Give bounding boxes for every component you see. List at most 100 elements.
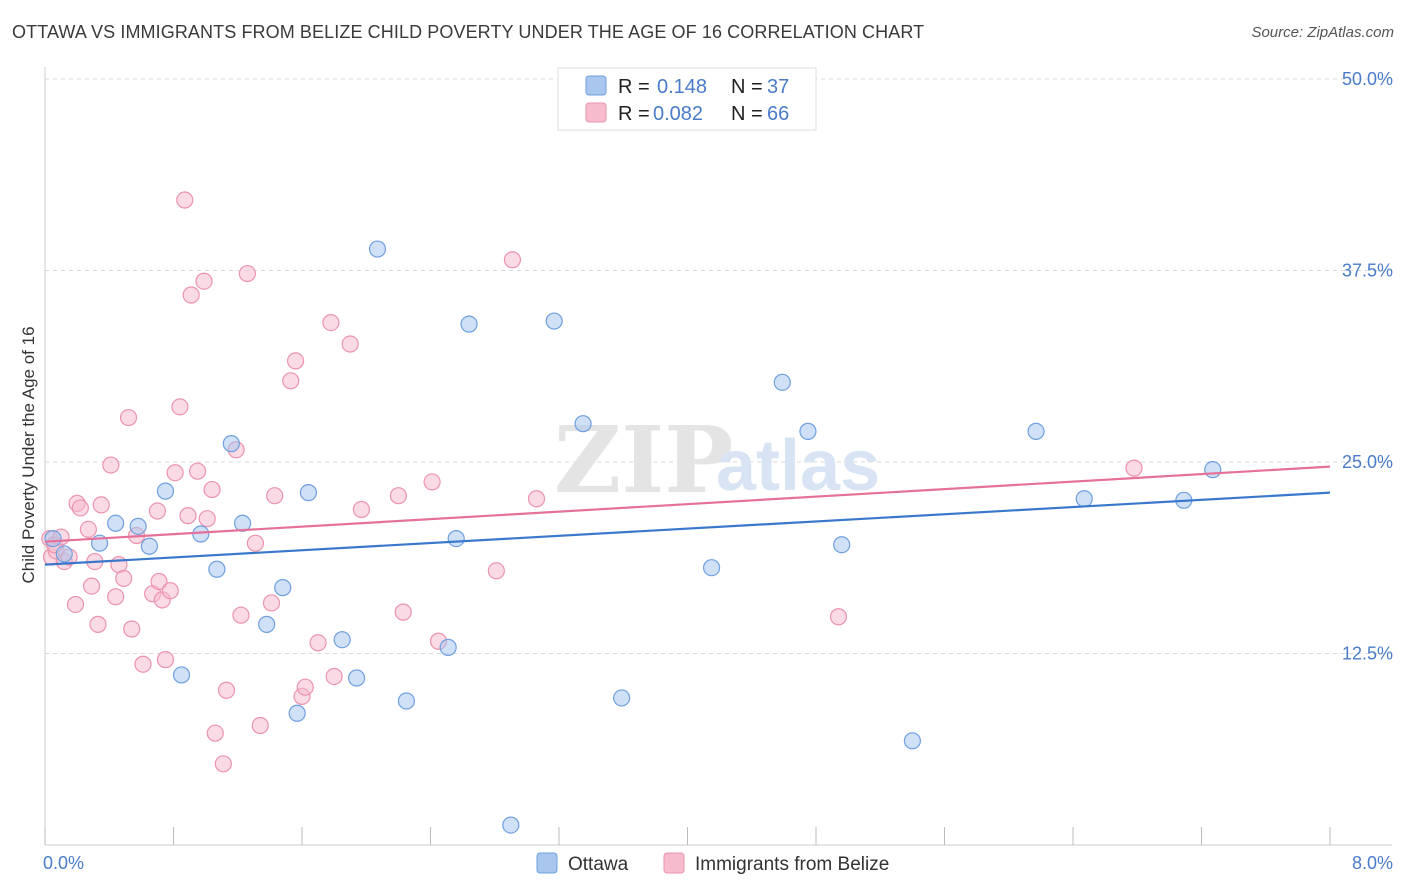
ottawa-point-30 — [833, 536, 851, 554]
belize-point-45 — [266, 487, 284, 505]
belize-point-23 — [150, 572, 168, 591]
belize-point-11 — [89, 615, 107, 633]
ottawa-point-3 — [107, 514, 125, 532]
watermark-atlas: atlas — [716, 426, 880, 506]
ottawa-point-9 — [208, 560, 226, 578]
belize-point-54 — [352, 500, 371, 519]
belize-point-60 — [503, 251, 522, 269]
legend-r-value-ottawa: 0.148 — [657, 76, 707, 98]
belize-point-50 — [309, 634, 327, 652]
belize-point-36 — [206, 724, 224, 742]
legend-r-label-ottawa: R = — [618, 76, 650, 98]
ottawa-point-23 — [502, 816, 520, 834]
ottawa-point-16 — [333, 631, 351, 649]
ottawa-point-6 — [156, 482, 175, 500]
belize-point-43 — [251, 716, 269, 735]
legend-swatch-ottawa — [585, 75, 607, 96]
legend-box: R = 0.148 N = 37 R = 0.082 N = 66 — [557, 67, 817, 131]
ottawa-point-5 — [140, 537, 159, 555]
belize-point-32 — [188, 462, 207, 480]
bottom-legend: Ottawa Immigrants from Belize — [536, 852, 889, 875]
ottawa-point-35 — [1204, 461, 1222, 479]
ottawa-point-19 — [397, 692, 416, 710]
legend-n-label-ottawa: N = — [731, 76, 763, 98]
series-ottawa-points — [44, 240, 1222, 834]
belize-point-52 — [325, 667, 343, 686]
ottawa-point-27 — [702, 559, 721, 577]
belize-point-34 — [198, 510, 216, 528]
ottawa-point-17 — [348, 669, 366, 687]
belize-point-57 — [423, 473, 441, 491]
legend-r-label-belize: R = — [618, 103, 650, 125]
belize-point-13 — [102, 456, 120, 474]
belize-point-42 — [246, 534, 265, 552]
y-tick-label-2: 37.5% — [1342, 261, 1393, 281]
belize-point-59 — [487, 562, 505, 580]
y-tick-label-3: 50.0% — [1342, 69, 1393, 89]
ottawa-point-13 — [274, 579, 292, 597]
bottom-legend-label-ottawa: Ottawa — [568, 854, 629, 875]
ottawa-point-24 — [545, 312, 563, 330]
belize-point-61 — [527, 490, 546, 508]
belize-point-46 — [282, 372, 300, 390]
chart-title: OTTAWA VS IMMIGRANTS FROM BELIZE CHILD P… — [12, 22, 925, 42]
belize-point-49 — [296, 678, 314, 696]
ottawa-point-4 — [129, 517, 147, 535]
belize-point-33 — [195, 272, 213, 290]
belize-point-62 — [829, 608, 848, 626]
ottawa-point-32 — [1027, 422, 1045, 440]
bottom-legend-swatch-ottawa — [536, 852, 558, 874]
y-axis-title: Child Poverty Under the Age of 16 — [19, 326, 38, 583]
legend-n-value-ottawa: 37 — [767, 76, 789, 98]
belize-point-40 — [232, 606, 250, 624]
belize-point-8 — [79, 520, 97, 539]
belize-trend-line — [44, 465, 1331, 543]
bottom-legend-label-belize: Immigrants from Belize — [695, 854, 889, 875]
ottawa-point-31 — [903, 732, 921, 750]
ottawa-point-0 — [44, 529, 62, 548]
belize-point-47 — [286, 352, 305, 370]
y-tick-label-0: 12.5% — [1342, 644, 1393, 664]
belize-point-25 — [156, 651, 175, 669]
belize-point-51 — [322, 313, 340, 332]
belize-point-63 — [1125, 459, 1143, 477]
belize-point-7 — [71, 499, 89, 517]
ottawa-point-20 — [439, 638, 457, 656]
ottawa-point-22 — [460, 315, 478, 333]
belize-point-29 — [176, 191, 194, 209]
axes — [44, 67, 1392, 846]
belize-point-16 — [115, 569, 133, 588]
source-label: Source: ZipAtlas.com — [1251, 24, 1394, 41]
ottawa-point-12 — [258, 615, 276, 633]
belize-point-26 — [161, 582, 179, 600]
belize-point-22 — [148, 502, 167, 520]
bottom-legend-swatch-belize — [663, 852, 685, 874]
ottawa-point-28 — [773, 373, 791, 391]
ottawa-trend-line — [44, 491, 1331, 566]
tick-labels: 12.5% 25.0% 37.5% 50.0% 0.0% 8.0% — [43, 69, 1393, 873]
belize-point-17 — [119, 408, 138, 427]
belize-point-41 — [238, 264, 256, 283]
ottawa-point-15 — [299, 484, 318, 502]
belize-point-37 — [214, 755, 232, 773]
legend-n-label-belize: N = — [731, 103, 763, 125]
ottawa-point-29 — [799, 422, 817, 440]
belize-point-20 — [134, 655, 152, 673]
ottawa-point-10 — [222, 435, 240, 453]
ottawa-point-18 — [368, 240, 387, 258]
ottawa-point-7 — [172, 666, 191, 684]
legend-n-value-belize: 66 — [767, 103, 789, 125]
trend-lines — [44, 465, 1331, 566]
belize-point-18 — [123, 620, 141, 638]
belize-point-28 — [171, 398, 189, 416]
ottawa-point-1 — [55, 545, 73, 563]
belize-point-30 — [179, 507, 197, 525]
ottawa-point-8 — [192, 525, 210, 543]
belize-point-55 — [389, 487, 407, 505]
belize-point-12 — [92, 496, 110, 514]
belize-point-14 — [107, 588, 125, 606]
ottawa-point-14 — [288, 704, 306, 722]
ottawa-point-33 — [1075, 490, 1093, 508]
legend-swatch-belize — [585, 102, 607, 123]
